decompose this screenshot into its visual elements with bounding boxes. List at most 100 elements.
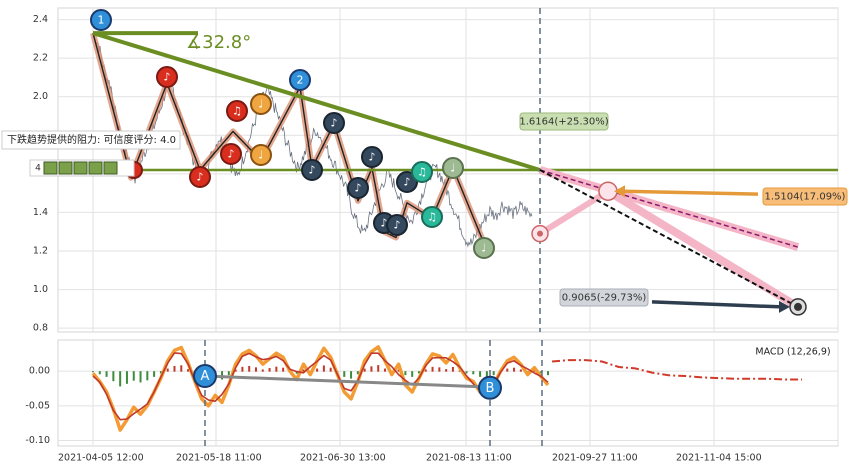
- wave-marker-teal: [421, 206, 443, 228]
- divergence-marker-label: B: [486, 381, 495, 396]
- price-y-tick-label: 1.4: [33, 207, 48, 218]
- macd-histogram-bar: [343, 371, 346, 377]
- x-tick-label: 2021-04-05 12:00: [58, 453, 144, 464]
- wave-marker-label: ♫: [427, 211, 437, 224]
- wave-marker-label: ♩: [258, 149, 263, 162]
- macd-histogram-bar: [350, 371, 353, 379]
- wave-marker-label: ♩: [258, 98, 263, 111]
- macd-histogram-bar: [417, 371, 420, 374]
- macd-histogram-bar: [377, 365, 380, 372]
- wave-marker-label: ♪: [393, 219, 400, 232]
- macd-histogram-bar: [295, 371, 298, 374]
- macd-histogram-bar: [187, 369, 190, 372]
- price-y-tick-label: 2.4: [33, 14, 48, 25]
- macd-y-tick-label: -0.10: [25, 435, 50, 446]
- macd-histogram-bar: [458, 370, 461, 372]
- wave-marker-label: ♪: [380, 217, 387, 230]
- wave-marker-dark: [361, 146, 383, 168]
- target-mid-label: 1.5104(17.09%): [765, 192, 846, 203]
- macd-histogram-bar: [132, 371, 135, 381]
- wave-marker-label: ♪: [330, 117, 337, 130]
- x-tick-label: 2021-08-13 11:00: [426, 453, 512, 464]
- downtrend-line: [92, 31, 541, 172]
- macd-histogram-bar: [424, 369, 427, 372]
- price-y-tick-label: 2.0: [33, 91, 48, 102]
- macd-histogram-bar: [282, 367, 285, 372]
- target-up-box: [519, 112, 609, 131]
- macd-histogram-bar: [112, 371, 115, 382]
- macd-histogram-bar: [451, 367, 454, 372]
- macd-histogram-bar: [329, 367, 332, 372]
- price-y-tick-label: 2.2: [33, 53, 48, 64]
- target-up-label: 1.6164(+25.30%): [519, 117, 608, 128]
- macd-histogram-bar: [411, 371, 414, 377]
- wave-marker-teal: [411, 161, 433, 183]
- wave-marker-label: 2: [297, 74, 304, 87]
- wave-marker-orange: [250, 144, 272, 166]
- macd-y-tick-label: -0.05: [25, 400, 50, 411]
- wave-marker-red: [156, 66, 178, 88]
- macd-histogram-bar: [98, 371, 101, 375]
- trend-angle-label: ∡32.8°: [186, 32, 251, 53]
- rating-icon: [43, 161, 58, 175]
- wave-marker-label: ♪: [196, 171, 203, 184]
- wave-marker-label: ♪: [227, 148, 234, 161]
- macd-histogram-bar: [139, 371, 142, 383]
- macd-projection-line: [551, 359, 802, 381]
- macd-histogram-bar: [92, 371, 94, 373]
- wave-marker-dark: [347, 177, 369, 199]
- macd-histogram-bar: [445, 369, 448, 372]
- target-mid-arrow: [621, 189, 759, 196]
- target-down-core: [794, 302, 802, 311]
- macd-histogram-bar: [384, 368, 387, 372]
- price-y-tick-label: 0.8: [33, 323, 48, 334]
- wave-marker-dark: [323, 112, 345, 134]
- projection-band-up: [538, 188, 610, 237]
- macd-histogram-bar: [547, 371, 549, 376]
- target-mid-box: [762, 187, 848, 206]
- rating-icon-digit: 4: [35, 164, 41, 174]
- wave-marker-orange: [250, 93, 272, 115]
- macd-histogram-bar: [404, 371, 407, 376]
- rating-icon: [103, 161, 118, 175]
- rating-icon: [73, 161, 88, 175]
- x-tick-label: 2021-09-27 11:00: [552, 453, 638, 464]
- macd-histogram-bar: [180, 365, 183, 372]
- macd-histogram-bar: [248, 365, 251, 372]
- wave-marker-red: [220, 143, 242, 165]
- macd-histogram-bar: [254, 367, 257, 372]
- target-down-arrow: [651, 300, 783, 309]
- macd-histogram-bar: [506, 368, 509, 372]
- target-mid-arrowhead: [614, 185, 625, 198]
- macd-histogram-bar: [438, 367, 441, 372]
- projection-origin-core: [537, 230, 543, 237]
- macd-histogram-bar: [540, 371, 543, 374]
- wave-marker-label: ♫: [232, 105, 242, 118]
- target-down-label: 0.9065(-29.73%): [562, 293, 647, 304]
- macd-histogram-bar: [241, 366, 244, 372]
- wave-marker-sage: [442, 157, 464, 179]
- wave-marker-red: [226, 100, 248, 122]
- x-tick-label: 2021-05-18 11:00: [176, 453, 262, 464]
- wave-marker-label: ♪: [163, 71, 170, 84]
- rating-icon: [58, 161, 73, 175]
- macd-histogram-bar: [492, 371, 495, 376]
- macd-histogram-bar: [513, 367, 516, 372]
- wave-marker-dark: [396, 171, 418, 193]
- projection-line-mid: [539, 169, 799, 248]
- macd-panel-frame: [57, 339, 839, 447]
- wave-marker-red: [189, 166, 211, 188]
- wave-marker-label: ♪: [308, 164, 315, 177]
- macd-histogram-bar: [370, 366, 373, 372]
- macd-histogram-bar: [166, 368, 169, 372]
- macd-histogram-bar: [302, 369, 305, 372]
- target-down-arrowhead: [779, 300, 790, 313]
- macd-histogram-bar: [159, 371, 162, 374]
- wave-marker-dark: [301, 159, 323, 181]
- rating-icon: [88, 161, 103, 175]
- macd-histogram-bar: [119, 371, 122, 387]
- wave-marker-label: ♪: [403, 176, 410, 189]
- divergence-line: [204, 374, 491, 389]
- x-tick-label: 2021-06-30 13:00: [300, 453, 386, 464]
